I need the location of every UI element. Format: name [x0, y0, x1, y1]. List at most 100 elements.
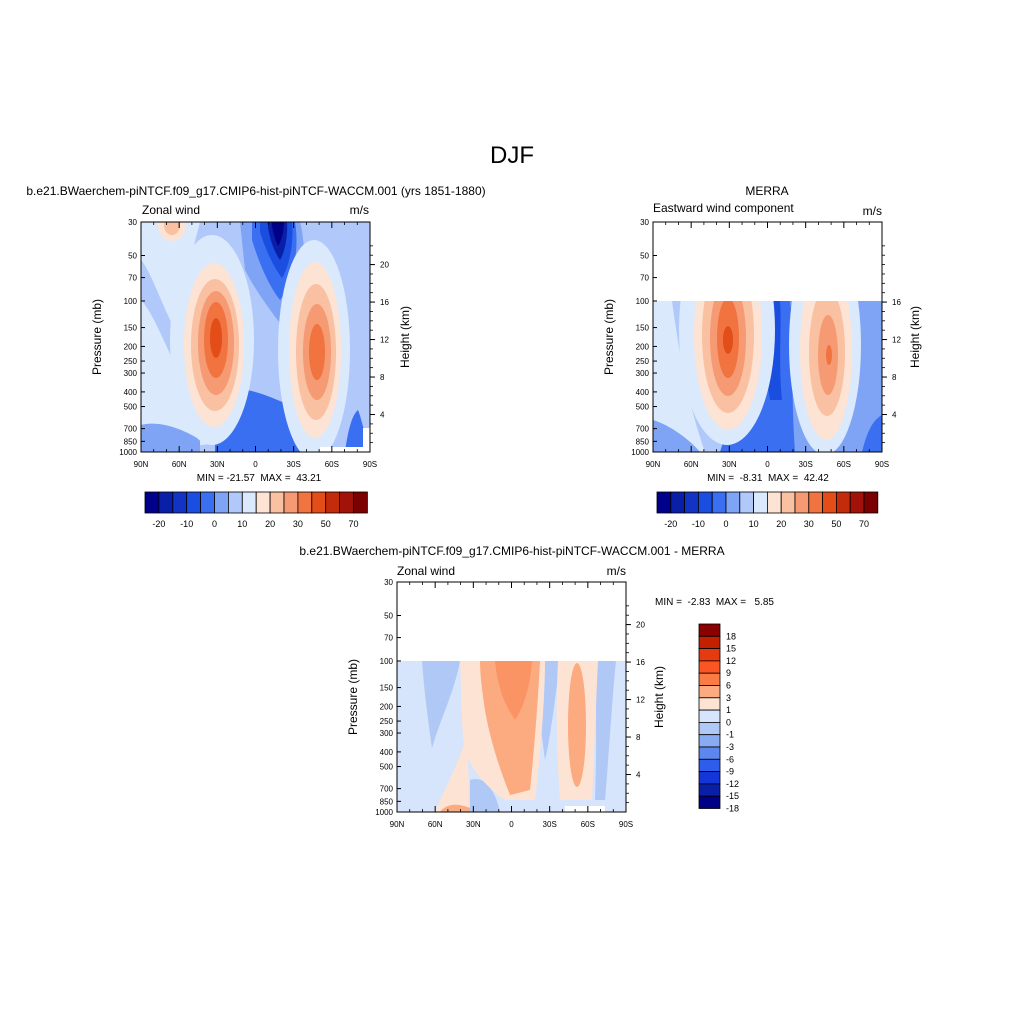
height-tick-label: 20 — [636, 621, 645, 630]
colorbar-box — [283, 491, 299, 514]
colorbar-box — [698, 623, 721, 637]
y-tick-label: 850 — [380, 797, 394, 806]
y-tick-label: 500 — [636, 403, 650, 412]
y-tick-label: 1000 — [375, 808, 393, 817]
colorbar-box — [670, 491, 685, 514]
colorbar-label: 15 — [726, 644, 736, 654]
panel-merra-field — [653, 301, 882, 452]
sh-jet — [278, 240, 350, 452]
panel-merra-stats: MIN = -8.31 MAX = 42.42 — [707, 473, 829, 484]
contour-band — [480, 661, 540, 795]
colorbar-box — [339, 491, 354, 514]
colorbar-box — [822, 491, 837, 514]
x-tick-label: 30S — [543, 820, 557, 829]
colorbar-box — [739, 491, 754, 514]
y-tick-label: 500 — [124, 403, 138, 412]
contour-band — [141, 423, 200, 452]
colorbar-label: 70 — [348, 519, 358, 529]
contour-band — [422, 661, 460, 748]
contour-band — [470, 779, 500, 812]
panel-merra: MERRA Eastward wind component m/s — [602, 184, 922, 529]
colorbar-box — [753, 491, 768, 514]
colorbar-label: 20 — [776, 519, 786, 529]
colorbar-box — [172, 491, 188, 514]
y-tick-label: 70 — [128, 274, 137, 283]
panel-model-field — [141, 222, 370, 452]
y-tick-label: 400 — [636, 388, 650, 397]
contour-band — [595, 661, 616, 800]
y-tick-label: 250 — [380, 717, 394, 726]
x-tick-label: 0 — [509, 820, 514, 829]
height-tick-label: 4 — [636, 771, 641, 780]
height-tick-label: 16 — [636, 658, 645, 667]
y-tick-label: 500 — [380, 763, 394, 772]
colorbar-label: -10 — [692, 519, 705, 529]
colorbar-box — [698, 648, 721, 662]
colorbar-box — [698, 783, 721, 797]
contour-band — [653, 420, 700, 452]
panel-model-colorbar: -20 -10 0 10 20 30 50 70 — [144, 491, 368, 529]
panel-model: b.e21.BWaerchem-piNTCF.f09_g17.CMIP6-his… — [26, 184, 485, 529]
merra-nh-jet — [679, 301, 775, 445]
x-tick-label: 0 — [765, 460, 770, 469]
colorbar-label: 0 — [726, 717, 731, 727]
panel-diff-colorbar: 18 15 12 9 6 3 1 0 -1 -3 -6 -9 -12 -15 -18 — [698, 623, 739, 814]
colorbar-label: 0 — [723, 519, 728, 529]
missing-data — [363, 428, 370, 452]
colorbar-label: 1 — [726, 705, 731, 715]
x-tick-label: 60S — [837, 460, 851, 469]
colorbar-box — [311, 491, 327, 514]
colorbar-box — [698, 635, 721, 649]
height-tick-label: 4 — [380, 411, 385, 420]
y-tick-label: 30 — [640, 218, 649, 227]
colorbar-box — [725, 491, 741, 514]
y-tick-label: 850 — [636, 437, 650, 446]
height-tick-label: 12 — [892, 336, 901, 345]
x-tick-label: 90S — [363, 460, 377, 469]
contour-band — [272, 222, 284, 246]
colorbar-box — [297, 491, 313, 514]
colorbar-box — [836, 491, 851, 514]
colorbar-box — [698, 660, 721, 674]
colorbar-label: -6 — [726, 754, 734, 764]
colorbar-box — [780, 491, 796, 514]
colorbar-label: 10 — [237, 519, 247, 529]
height-tick-label: 20 — [380, 261, 389, 270]
colorbar-box — [698, 734, 721, 748]
y-tick-label: 700 — [124, 425, 138, 434]
y-tick-label: 850 — [124, 437, 138, 446]
y-tick-label: 70 — [640, 274, 649, 283]
panel-model-units: m/s — [350, 203, 369, 217]
y-tick-label: 70 — [384, 634, 393, 643]
panel-model-title: b.e21.BWaerchem-piNTCF.f09_g17.CMIP6-his… — [26, 184, 485, 198]
merra-sh-jet — [789, 301, 861, 452]
height-tick-label: 8 — [636, 733, 641, 742]
contour-band — [141, 300, 245, 452]
colorbar-label: 3 — [726, 693, 731, 703]
colorbar-label: -3 — [726, 742, 734, 752]
x-tick-label: 30S — [799, 460, 813, 469]
colorbar-box — [698, 758, 721, 772]
contour-band — [862, 415, 882, 452]
missing-data — [320, 447, 370, 452]
colorbar-label: 9 — [726, 668, 731, 678]
y-tick-label: 300 — [124, 369, 138, 378]
y-tick-label: 150 — [124, 324, 138, 333]
y-tick-label: 700 — [636, 425, 650, 434]
x-tick-label: 60S — [325, 460, 339, 469]
panel-merra-ylabel-right: Height (km) — [908, 306, 922, 368]
y-tick-label: 400 — [124, 388, 138, 397]
colorbar-label: 70 — [859, 519, 869, 529]
panel-diff-stats: MIN = -2.83 MAX = 5.85 — [655, 597, 774, 608]
y-tick-label: 400 — [380, 748, 394, 757]
colorbar-box — [698, 709, 721, 723]
colorbar-box — [698, 746, 721, 760]
missing-data — [565, 806, 605, 812]
colorbar-box — [698, 685, 721, 699]
y-tick-label: 250 — [636, 357, 650, 366]
colorbar-box — [214, 491, 229, 514]
y-tick-label: 200 — [380, 702, 394, 711]
y-tick-label: 150 — [380, 684, 394, 693]
panel-model-left-label: Zonal wind — [142, 203, 200, 217]
